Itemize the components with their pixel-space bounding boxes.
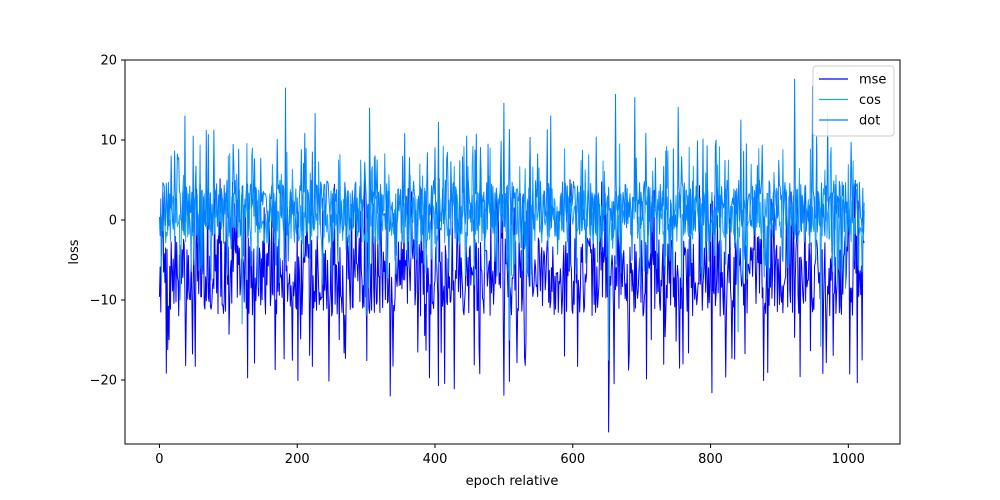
y-tick-label: −20 [90, 374, 117, 389]
plot-frame [124, 59, 901, 445]
legend-label-dot: dot [859, 114, 880, 129]
x-tick-label: 1000 [832, 452, 865, 467]
y-tick-label: −10 [90, 294, 117, 309]
legend-label-mse: mse [859, 73, 886, 88]
legend: mse cos dot [812, 65, 895, 137]
x-tick-label: 0 [155, 452, 163, 467]
x-axis-label: epoch relative [466, 474, 559, 489]
series-line-dot [158, 78, 865, 277]
x-tick-label: 800 [698, 452, 723, 467]
x-tick-label: 200 [285, 452, 310, 467]
y-tick-label: 0 [109, 214, 117, 229]
series-layer [158, 78, 865, 433]
legend-box [812, 65, 895, 137]
y-axis: −20 −10 0 10 20 [90, 54, 125, 389]
y-axis-label: loss [67, 239, 82, 264]
x-tick-label: 600 [560, 452, 585, 467]
x-axis: 0 200 400 600 800 1000 [155, 444, 865, 467]
series-line-mse [158, 177, 865, 433]
legend-label-cos: cos [859, 93, 881, 108]
x-tick-label: 400 [423, 452, 448, 467]
series-line-cos [159, 143, 865, 361]
y-tick-label: 10 [100, 134, 117, 149]
y-tick-label: 20 [100, 54, 117, 69]
